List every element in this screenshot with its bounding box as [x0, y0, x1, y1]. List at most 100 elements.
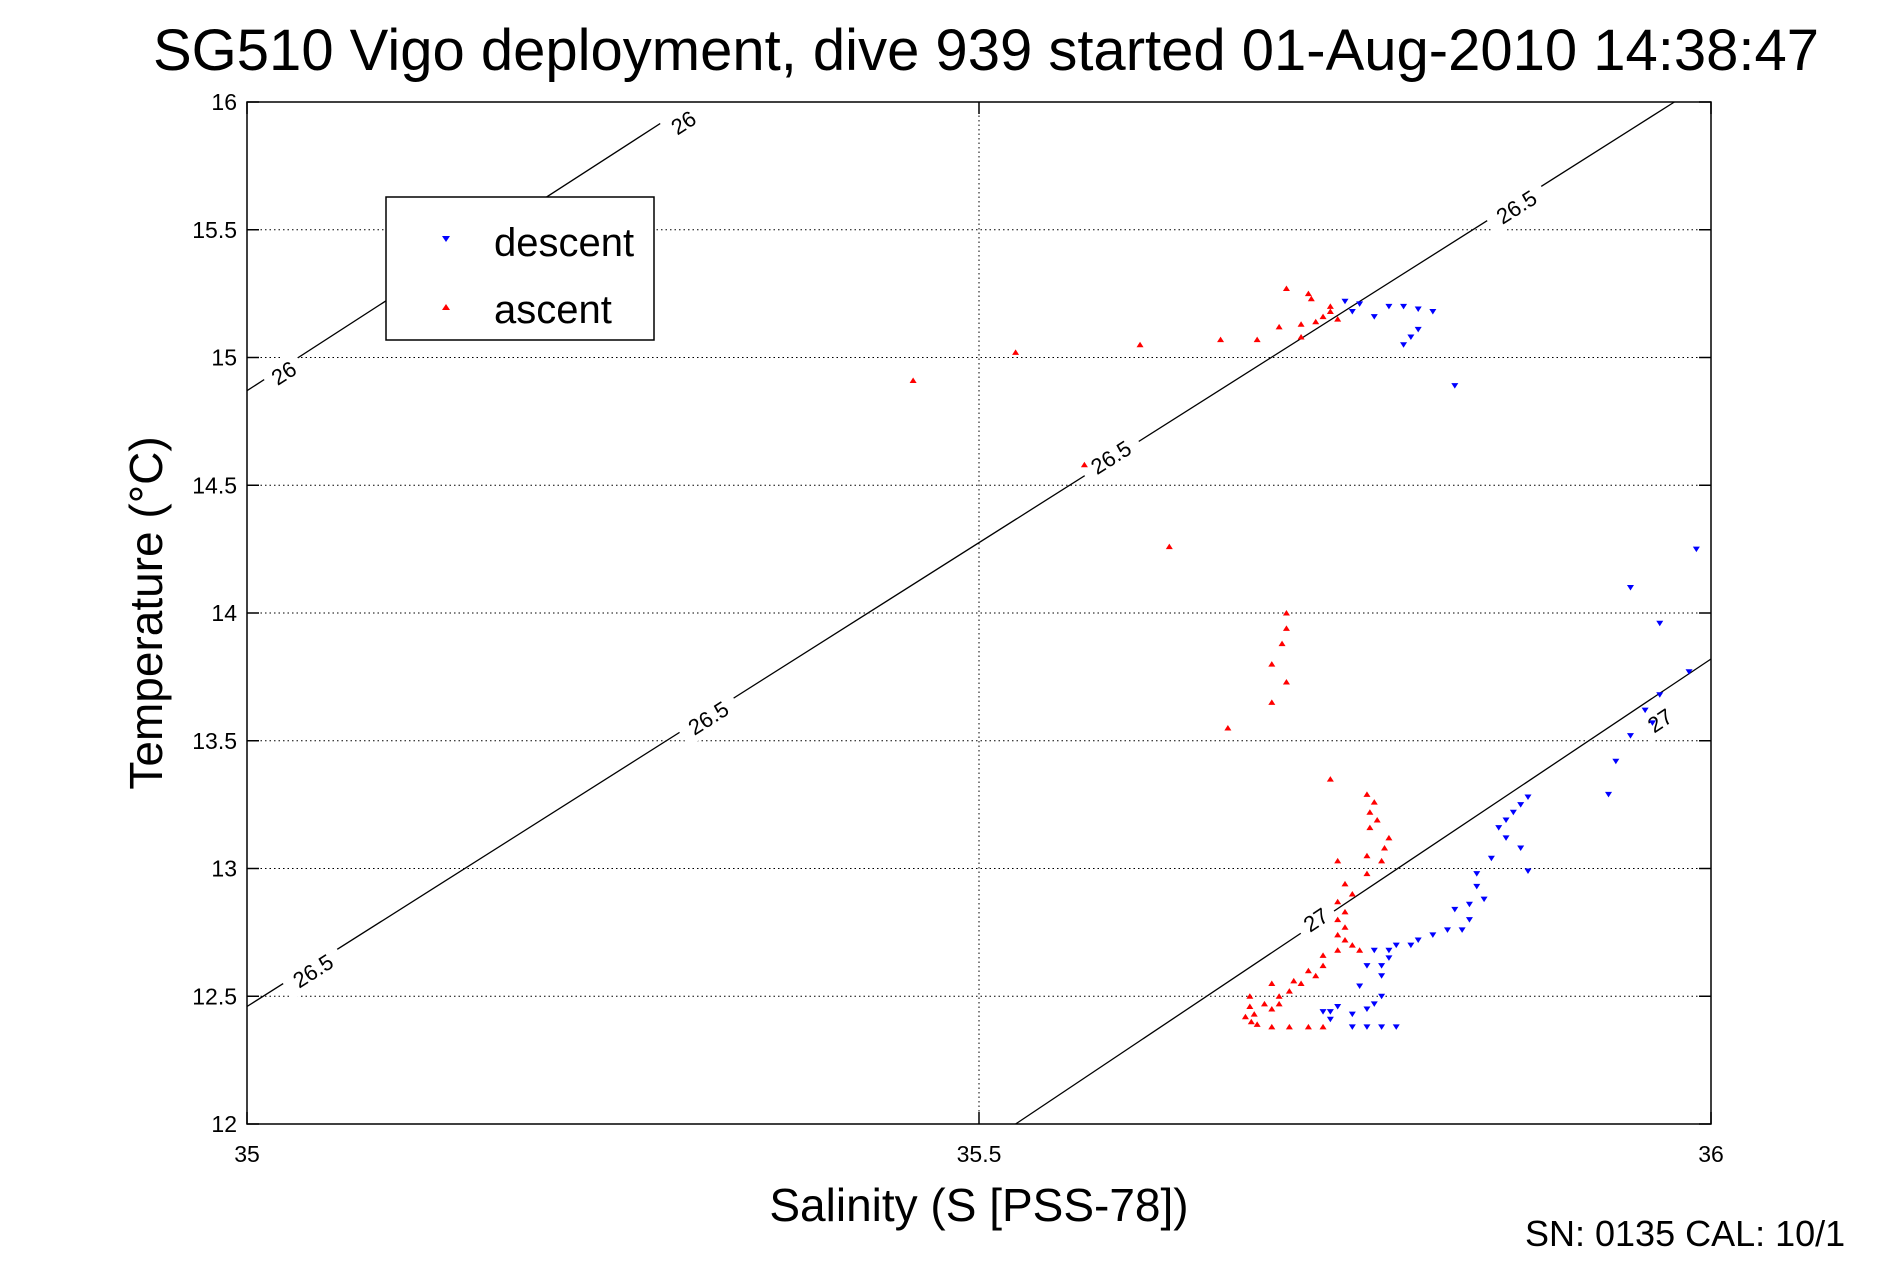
legend-ascent-marker — [442, 304, 450, 310]
y-axis-label: Temperature (°C) — [120, 436, 172, 789]
contour-line — [246, 101, 1675, 1008]
descent-point — [1363, 1024, 1371, 1030]
descent-point — [1378, 1024, 1386, 1030]
y-tick-label: 15 — [211, 345, 237, 371]
ascent-point — [1297, 980, 1305, 986]
descent-point — [1524, 868, 1532, 875]
chart-title: SG510 Vigo deployment, dive 939 started … — [153, 18, 1819, 83]
descent-point — [1465, 917, 1473, 923]
legend-box — [385, 196, 655, 341]
descent-point — [1400, 342, 1408, 348]
ascent-point — [1319, 962, 1327, 969]
ascent-point — [1319, 313, 1327, 320]
ascent-point — [1356, 947, 1364, 953]
ascent-point — [1136, 341, 1144, 348]
descent-point — [1451, 906, 1459, 913]
legend-descent-marker — [442, 236, 450, 242]
ascent-point — [1275, 993, 1283, 999]
ascent-point — [1366, 824, 1374, 831]
descent-point — [1692, 546, 1700, 553]
contour-label-gap — [658, 99, 708, 146]
x-tick-label: 35 — [234, 1141, 260, 1167]
descent-point — [1392, 942, 1400, 949]
axis-ticks: 35 35.5 36 12 12.5 13 13.5 14 14.5 15 15.5 16 — [192, 89, 1724, 1167]
ascent-point — [1385, 834, 1393, 841]
ascent-point — [1297, 321, 1305, 327]
descent-point — [1378, 993, 1386, 1000]
x-tick-label: 36 — [1698, 1141, 1724, 1167]
y-tick-label: 12.5 — [192, 983, 237, 1009]
descent-point — [1641, 707, 1649, 714]
descent-point — [1626, 733, 1634, 739]
contour-label-gap — [1076, 428, 1146, 487]
ascent-point — [1253, 336, 1261, 343]
ascent-point — [1363, 791, 1371, 797]
ascent-point — [1290, 977, 1298, 984]
ascent-point — [1319, 1023, 1327, 1030]
descent-point — [1414, 306, 1422, 312]
ascent-point — [1080, 461, 1088, 468]
ascent-point — [1268, 980, 1276, 986]
descent-point — [1517, 845, 1525, 852]
descent-point — [1612, 758, 1620, 765]
data-points — [909, 285, 1700, 1030]
ascent-point — [1275, 1000, 1283, 1007]
ascent-point — [1334, 931, 1342, 938]
ascent-point — [1334, 316, 1342, 322]
descent-point — [1348, 1011, 1356, 1018]
descent-point — [1473, 883, 1481, 890]
descent-point — [1407, 334, 1415, 341]
ascent-point — [1326, 303, 1334, 309]
ascent-point — [1285, 1023, 1293, 1030]
ascent-point — [1304, 290, 1312, 297]
descent-point — [1626, 584, 1634, 591]
y-tick-label: 14.5 — [192, 472, 237, 498]
footer-serial-cal: SN: 0135 CAL: 10/1 — [1525, 1213, 1845, 1254]
ascent-point — [1250, 1011, 1258, 1017]
descent-point — [1334, 1003, 1342, 1010]
legend-descent-label: descent — [494, 221, 634, 265]
descent-point — [1370, 947, 1378, 954]
descent-point — [1378, 973, 1386, 979]
ascent-point — [1348, 891, 1356, 897]
ascent-point — [1282, 610, 1290, 616]
ascent-point — [1348, 942, 1356, 948]
ascent-point — [1282, 625, 1290, 631]
ascent-point — [1312, 972, 1320, 979]
ascent-point — [1334, 898, 1342, 905]
ascent-point — [1268, 661, 1276, 667]
descent-point — [1458, 927, 1466, 933]
descent-point — [1502, 835, 1510, 841]
y-tick-label: 16 — [211, 89, 237, 115]
ascent-point — [1326, 308, 1334, 315]
y-tick-label: 13.5 — [192, 728, 237, 754]
descent-point — [1502, 817, 1510, 823]
descent-point — [1517, 802, 1525, 808]
descent-point — [1370, 314, 1378, 320]
descent-point — [1385, 955, 1393, 961]
ascent-point — [1381, 845, 1389, 851]
contour-label-gap — [1291, 896, 1341, 943]
descent-point — [1363, 963, 1371, 969]
y-tick-label: 14 — [211, 600, 237, 626]
ascent-point — [1246, 1003, 1254, 1009]
descent-point — [1400, 303, 1408, 310]
ascent-point — [1268, 1006, 1276, 1012]
descent-point — [1414, 937, 1422, 944]
ascent-point — [1378, 857, 1386, 864]
ascent-point — [1268, 699, 1276, 705]
contour-label-gap — [673, 688, 743, 747]
descent-point — [1326, 1009, 1334, 1015]
ascent-point — [1307, 295, 1315, 302]
descent-point — [1524, 794, 1532, 800]
ascent-point — [1319, 952, 1327, 958]
descent-point — [1378, 963, 1386, 969]
ascent-point — [1268, 1023, 1276, 1030]
ascent-point — [1341, 880, 1349, 887]
ascent-point — [1246, 993, 1254, 999]
ascent-point — [1282, 678, 1290, 685]
descent-point — [1656, 692, 1664, 698]
descent-point — [1429, 932, 1437, 938]
ascent-point — [1241, 1013, 1249, 1020]
